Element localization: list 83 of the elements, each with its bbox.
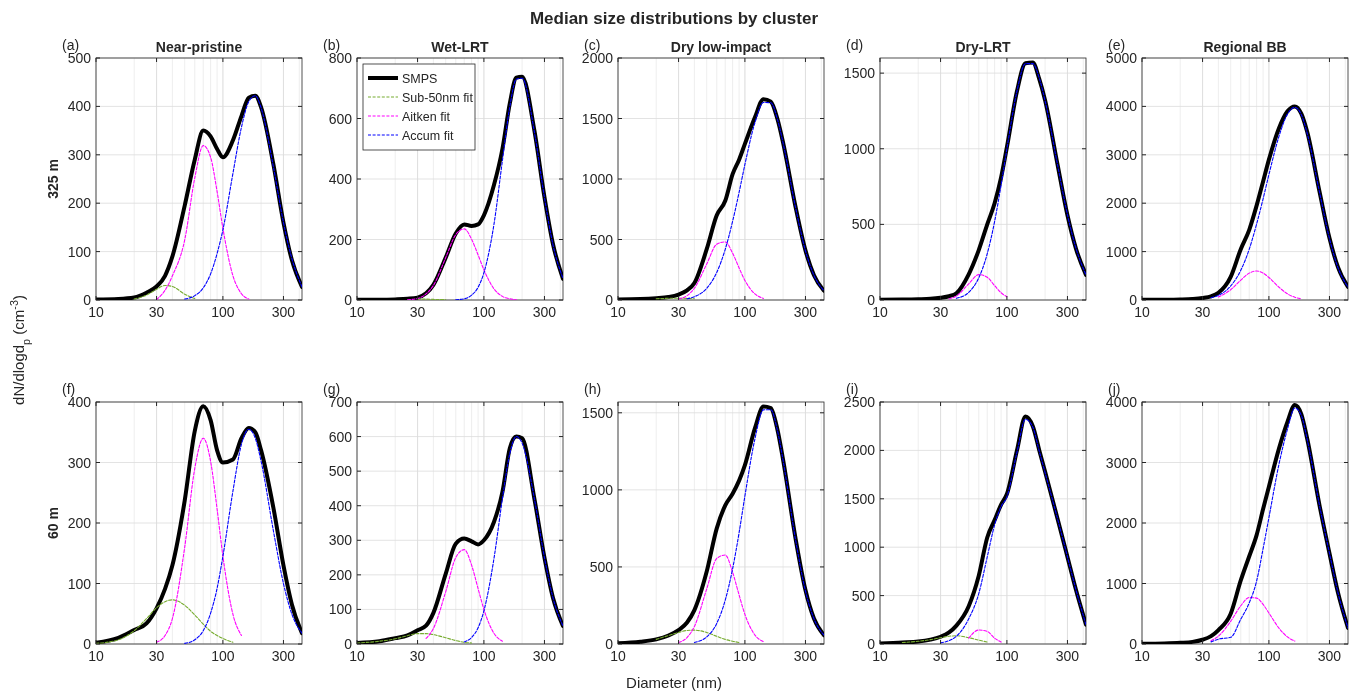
y-tick-label: 100 bbox=[67, 243, 92, 260]
y-tick-label: 1500 bbox=[581, 110, 614, 127]
y-tick-label: 600 bbox=[328, 110, 353, 127]
chart-title: Regional BB bbox=[1203, 39, 1287, 55]
x-tick-label: 30 bbox=[670, 648, 687, 664]
x-tick-label: 100 bbox=[472, 304, 496, 320]
x-tick-label: 100 bbox=[1257, 304, 1281, 320]
x-tick-label: 30 bbox=[932, 648, 949, 664]
y-axis-title: 60 m bbox=[45, 507, 61, 539]
x-tick-label: 300 bbox=[793, 648, 818, 664]
y-tick-label: 1000 bbox=[843, 539, 876, 556]
y-tick-label: 600 bbox=[328, 428, 353, 445]
y-tick-label: 4000 bbox=[1105, 98, 1138, 115]
y-tick-label: 1000 bbox=[1105, 243, 1138, 260]
x-tick-label: 300 bbox=[532, 648, 557, 664]
legend-label: Aitken fit bbox=[402, 109, 451, 124]
y-tick-label: 200 bbox=[67, 515, 92, 531]
y-tick-label: 500 bbox=[589, 558, 614, 575]
chart-title: Dry-LRT bbox=[955, 39, 1012, 55]
x-tick-label: 300 bbox=[271, 648, 296, 664]
y-tick-label: 1000 bbox=[1105, 575, 1138, 592]
legend-label: Sub-50nm fit bbox=[402, 90, 474, 105]
text: (d) bbox=[846, 37, 864, 53]
y-tick-label: 100 bbox=[328, 601, 353, 618]
y-tick-label: 1000 bbox=[581, 481, 614, 498]
y-tick-label: 3000 bbox=[1105, 454, 1138, 471]
x-tick-label: 300 bbox=[793, 304, 818, 320]
x-tick-label: 100 bbox=[995, 648, 1019, 664]
x-tick-label: 30 bbox=[148, 648, 165, 664]
y-tick-label: 1000 bbox=[581, 171, 614, 187]
x-tick-label: 30 bbox=[670, 304, 687, 320]
x-tick-label: 100 bbox=[733, 648, 757, 664]
text: (a) bbox=[62, 37, 80, 53]
chart-title: Dry low-impact bbox=[670, 39, 772, 55]
x-tick-label: 30 bbox=[1194, 304, 1211, 320]
x-tick-label: 100 bbox=[995, 304, 1019, 320]
x-tick-label: 30 bbox=[1194, 648, 1211, 664]
x-tick-label: 100 bbox=[1257, 648, 1281, 664]
x-tick-label: 100 bbox=[211, 648, 235, 664]
y-tick-label: 500 bbox=[851, 587, 876, 604]
x-tick-label: 100 bbox=[472, 648, 496, 664]
x-tick-label: 30 bbox=[932, 304, 949, 320]
y-tick-label: 400 bbox=[328, 171, 353, 187]
y-tick-label: 500 bbox=[851, 216, 876, 233]
y-tick-label: 2000 bbox=[1105, 195, 1138, 212]
y-tick-label: 1500 bbox=[581, 404, 614, 421]
y-tick-label: 300 bbox=[67, 454, 92, 471]
y-tick-label: 500 bbox=[589, 231, 614, 248]
y-tick-label: 1500 bbox=[843, 490, 876, 507]
y-tick-label: 300 bbox=[328, 532, 353, 549]
x-tick-label: 30 bbox=[409, 304, 426, 320]
legend-label: SMPS bbox=[402, 71, 438, 86]
x-tick-label: 300 bbox=[271, 304, 296, 320]
y-tick-label: 1000 bbox=[843, 140, 876, 157]
x-tick-label: 300 bbox=[1055, 648, 1080, 664]
text: Diameter (nm) bbox=[626, 674, 722, 691]
y-tick-label: 300 bbox=[67, 146, 92, 163]
y-tick-label: 2000 bbox=[1105, 515, 1138, 531]
chart-title: Wet-LRT bbox=[431, 39, 490, 55]
y-tick-label: 200 bbox=[328, 231, 353, 248]
x-tick-label: 300 bbox=[1317, 304, 1342, 320]
y-tick-label: 100 bbox=[67, 575, 92, 592]
x-tick-label: 30 bbox=[148, 304, 165, 320]
y-tick-label: 1500 bbox=[843, 65, 876, 82]
y-axis-title: 325 m bbox=[45, 159, 61, 199]
y-tick-label: 2000 bbox=[843, 442, 876, 459]
y-tick-label: 400 bbox=[328, 497, 353, 514]
text: (h) bbox=[584, 381, 602, 397]
y-tick-label: 3000 bbox=[1105, 146, 1138, 163]
x-tick-label: 30 bbox=[409, 648, 426, 664]
legend-label: Accum fit bbox=[402, 128, 454, 143]
x-tick-label: 300 bbox=[1055, 304, 1080, 320]
y-tick-label: 200 bbox=[328, 566, 353, 583]
x-tick-label: 300 bbox=[532, 304, 557, 320]
y-tick-label: 200 bbox=[67, 195, 92, 212]
x-tick-label: 100 bbox=[733, 304, 757, 320]
x-tick-label: 100 bbox=[211, 304, 235, 320]
y-tick-label: 400 bbox=[67, 98, 92, 115]
y-tick-label: 500 bbox=[328, 463, 353, 480]
x-tick-label: 300 bbox=[1317, 648, 1342, 664]
chart-title: Near-pristine bbox=[155, 39, 243, 55]
text: Median size distributions by cluster bbox=[529, 9, 819, 28]
text: (b) bbox=[323, 37, 341, 53]
